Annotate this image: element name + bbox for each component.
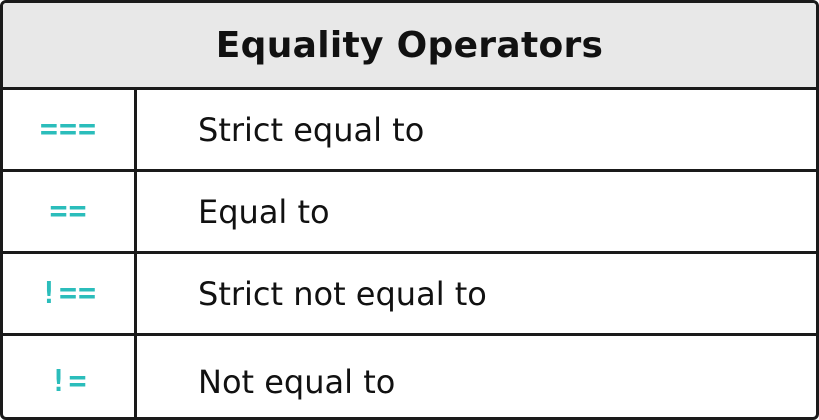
operator-description: Strict equal to xyxy=(198,110,425,149)
table-header: Equality Operators xyxy=(3,3,816,90)
operator-cell: !== xyxy=(3,254,137,333)
table-row: == Equal to xyxy=(3,172,816,254)
description-cell: Not equal to xyxy=(137,336,816,417)
operator-cell: === xyxy=(3,90,137,169)
operator-symbol: === xyxy=(39,112,98,147)
operator-symbol: !== xyxy=(39,276,98,311)
description-cell: Strict not equal to xyxy=(137,254,816,333)
table-body: === Strict equal to == Equal to !== Stri… xyxy=(3,90,816,417)
table-row: === Strict equal to xyxy=(3,90,816,172)
operator-description: Not equal to xyxy=(198,362,396,401)
table-row: != Not equal to xyxy=(3,336,816,417)
operator-symbol: == xyxy=(49,194,88,229)
operator-symbol: != xyxy=(49,364,88,399)
operator-cell: == xyxy=(3,172,137,251)
table-title: Equality Operators xyxy=(215,24,604,66)
operator-description: Equal to xyxy=(198,192,330,231)
description-cell: Equal to xyxy=(137,172,816,251)
operator-description: Strict not equal to xyxy=(198,274,487,313)
description-cell: Strict equal to xyxy=(137,90,816,169)
operator-cell: != xyxy=(3,336,137,417)
table-row: !== Strict not equal to xyxy=(3,254,816,336)
